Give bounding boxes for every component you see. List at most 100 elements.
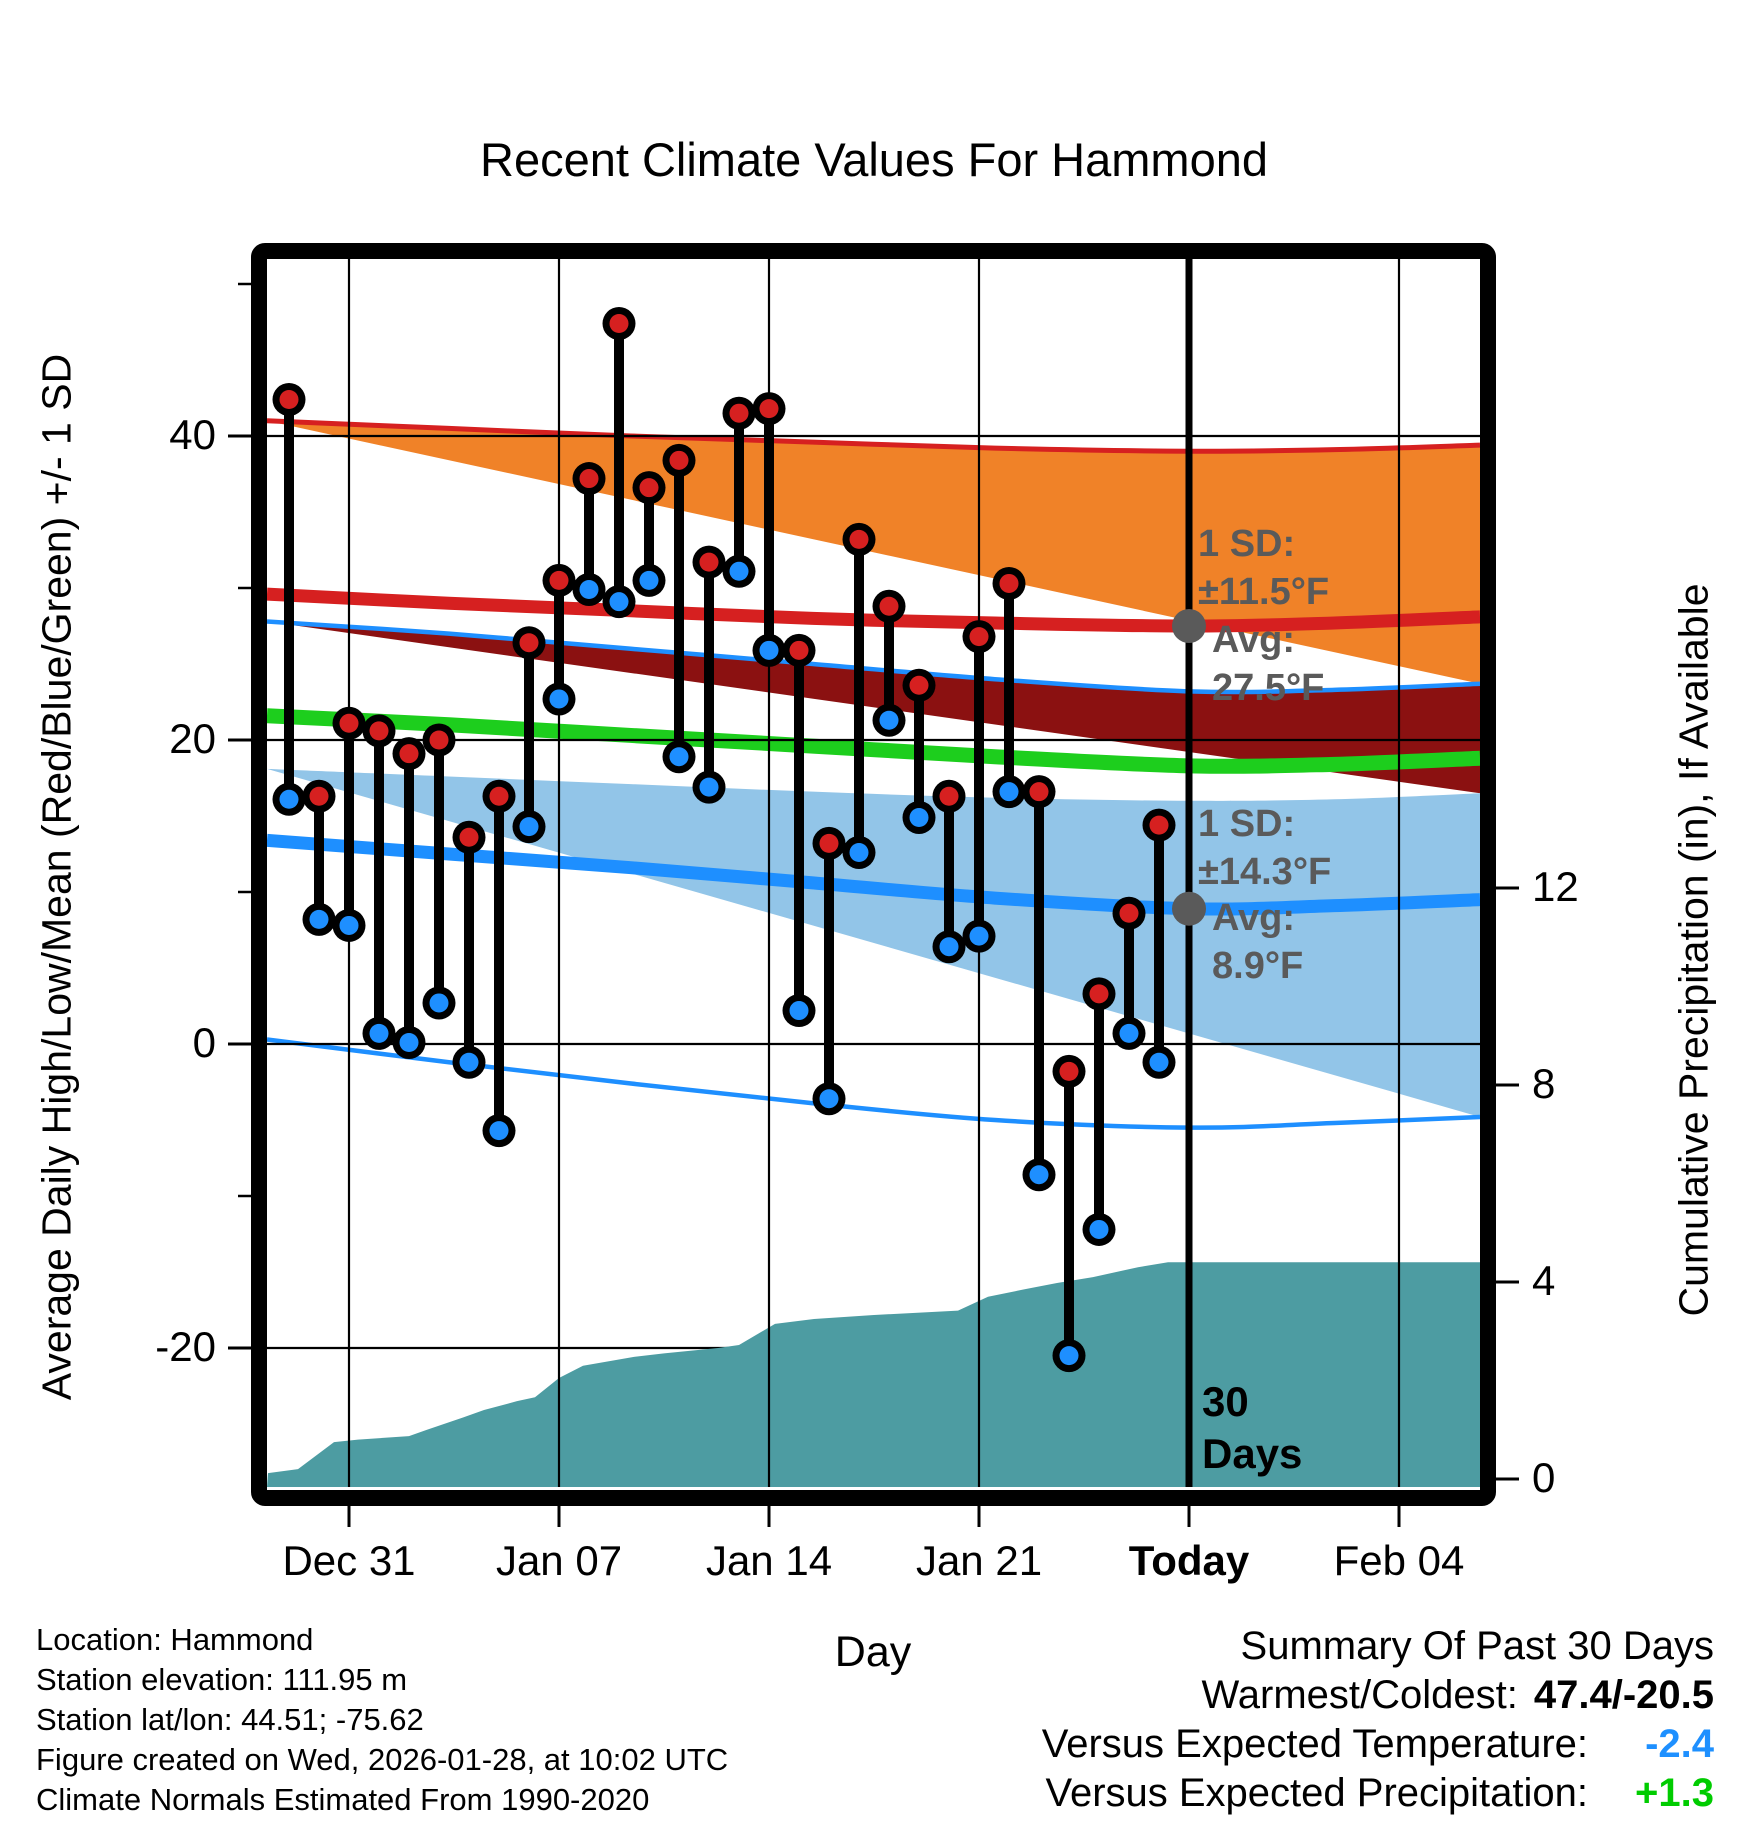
high-sd-line2: ±11.5°F (1198, 571, 1330, 613)
daily-high-low-marker (422, 723, 456, 1020)
daily-high-low-marker (1082, 977, 1116, 1246)
low-dot (369, 1023, 389, 1043)
high-dot (1149, 815, 1169, 835)
low-dot (489, 1121, 509, 1141)
high-avg-line1: Avg: (1212, 619, 1296, 661)
daily-high-low-marker (272, 383, 306, 816)
summary-vs-precip-label: Versus Expected Precipitation: (1045, 1771, 1588, 1815)
avg-high-today-marker (1172, 609, 1206, 643)
daily-high-low-marker (542, 563, 576, 716)
plot-border (251, 243, 1496, 1506)
low-dot (879, 710, 899, 730)
high-dot (369, 721, 389, 741)
low-dot (939, 937, 959, 957)
chart-title: Recent Climate Values For Hammond (480, 133, 1268, 186)
daily-high-low-marker (662, 443, 696, 774)
high-avg-annotation: Avg: 27.5°F (1212, 616, 1324, 712)
footer-created: Figure created on Wed, 2026-01-28, at 10… (36, 1742, 729, 1777)
right-tick-label: 8 (1532, 1060, 1556, 1107)
daily-high-low-marker (782, 633, 816, 1028)
thirty-days-line2: Days (1202, 1430, 1303, 1477)
low-dot (729, 561, 749, 581)
low-dot (309, 909, 329, 929)
high-avg-line2: 27.5°F (1212, 667, 1325, 709)
left-tick-label: 20 (169, 715, 216, 762)
daily-high-low-marker (512, 626, 546, 844)
high-dot (399, 744, 419, 764)
summary-warmest-label: Warmest/Coldest: (1201, 1673, 1518, 1717)
low-dot (339, 915, 359, 935)
summary-vs-temp: Versus Expected Temperature: -2.4 (1042, 1720, 1714, 1769)
high-dot (999, 573, 1019, 593)
low-dot (759, 640, 779, 660)
high-dot (429, 730, 449, 750)
left-axis-title: Average Daily High/Low/Mean (Red/Blue/Gr… (33, 353, 80, 1401)
daily-high-low-marker (962, 620, 996, 953)
low-dot (519, 817, 539, 837)
footer-info: Location: Hammond Station elevation: 111… (36, 1620, 728, 1820)
high-dot (1029, 782, 1049, 802)
low-dot (579, 580, 599, 600)
daily-high-low-marker (572, 462, 606, 607)
daily-high-low-marker (302, 779, 336, 936)
thirty-days-annotation: 30 Days (1202, 1376, 1302, 1480)
overlap-band (267, 621, 1480, 794)
low-dot (609, 592, 629, 612)
low-dot (999, 782, 1019, 802)
daily-high-low-marker (482, 779, 516, 1148)
low-sd-line2: ±14.3°F (1198, 851, 1332, 893)
footer-location: Location: Hammond (36, 1622, 314, 1657)
x-axis-title: Day (834, 1628, 912, 1676)
low-dot (669, 747, 689, 767)
summary-vs-temp-label: Versus Expected Temperature: (1041, 1722, 1588, 1766)
low-dot (909, 808, 929, 828)
summary-warmest-coldest: Warmest/Coldest: 47.4/-20.5 (1042, 1671, 1714, 1720)
summary-vs-precip-value: +1.3 (1635, 1771, 1714, 1815)
low-dot (1059, 1346, 1079, 1366)
low-avg-line2: 8.9°F (1212, 945, 1304, 987)
right-axis-title: Cumulative Precipitation (in), If Availa… (1670, 583, 1717, 1317)
daily-high-low-marker (1112, 896, 1146, 1050)
plot-area (267, 259, 1480, 1487)
low-sd-annotation: 1 SD: ±14.3°F (1198, 800, 1331, 896)
low-dot (1119, 1023, 1139, 1043)
high-dot (609, 314, 629, 334)
x-tick-label: Jan 14 (705, 1537, 833, 1584)
daily-high-low-marker (752, 392, 786, 667)
high-dot (549, 570, 569, 590)
high-sd-line1: 1 SD: (1198, 523, 1296, 565)
daily-high-low-marker (1052, 1054, 1086, 1373)
summary-vs-precip: Versus Expected Precipitation: +1.3 (1042, 1769, 1714, 1818)
daily-high-low-marker (812, 826, 846, 1116)
daily-high-low-marker (722, 396, 756, 588)
mean-temp-line (267, 708, 1480, 774)
left-tick-label: 40 (169, 411, 216, 458)
high-plus-sd-edge (267, 418, 1480, 454)
high-dot (939, 786, 959, 806)
low-dot (459, 1052, 479, 1072)
high-dot (849, 529, 869, 549)
daily-high-low-marker (452, 820, 486, 1079)
low-dot (969, 926, 989, 946)
daily-high-low-marker (842, 522, 876, 869)
low-avg-line1: Avg: (1212, 897, 1296, 939)
high-dot (459, 827, 479, 847)
high-dot (909, 675, 929, 695)
low-dot (639, 570, 659, 590)
x-tick-label: Today (1128, 1537, 1250, 1584)
daily-high-low-marker (1022, 775, 1056, 1192)
high-dot (969, 627, 989, 647)
daily-high-low-marker (872, 589, 906, 737)
right-tick-label: 0 (1532, 1454, 1556, 1501)
low-dot (399, 1032, 419, 1052)
high-dot (1119, 903, 1139, 923)
footer-normals: Climate Normals Estimated From 1990-2020 (36, 1782, 650, 1817)
high-dot (309, 786, 329, 806)
daily-high-low-marker (392, 737, 426, 1059)
daily-high-low-marker (932, 779, 966, 964)
daily-high-low-marker (992, 566, 1026, 809)
thirty-days-line1: 30 (1202, 1378, 1249, 1425)
footer-elevation: Station elevation: 111.95 m (36, 1662, 408, 1697)
summary-block: Summary Of Past 30 Days Warmest/Coldest:… (1042, 1622, 1714, 1818)
